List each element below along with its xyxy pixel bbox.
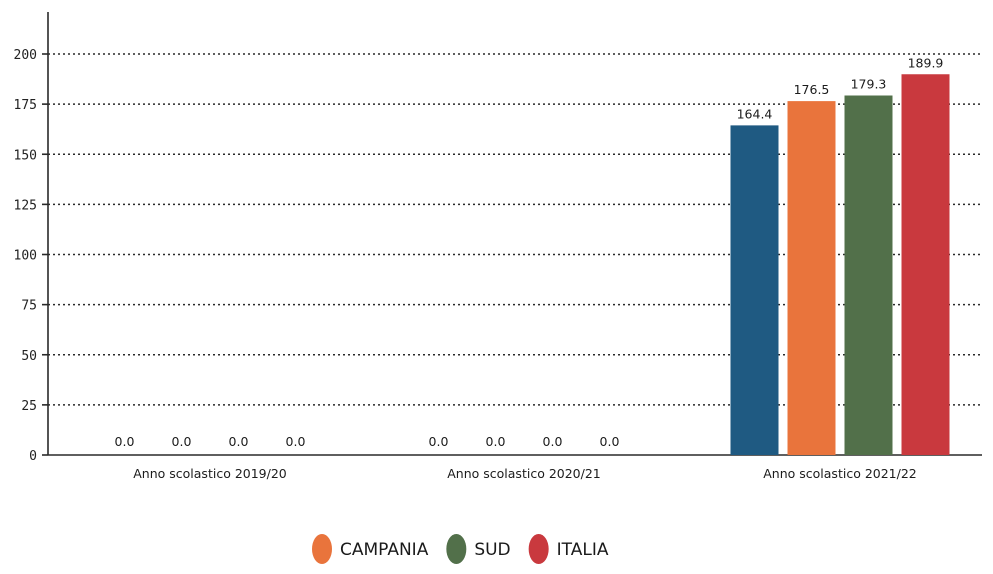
legend-label: ITALIA [557,540,609,560]
bar [844,95,893,455]
data-label: 0.0 [172,434,192,449]
legend-label: SUD [474,540,510,560]
data-label: 0.0 [429,434,449,449]
legend-swatch [312,534,332,564]
x-tick-label: Anno scolastico 2021/22 [763,466,917,481]
bar [901,74,950,456]
data-label: 0.0 [600,434,620,449]
gridlines [48,53,982,406]
data-label: 0.0 [115,434,135,449]
data-label: 0.0 [543,434,563,449]
y-tick-label: 125 [14,198,37,213]
y-tick-label: 0 [29,449,37,464]
y-tick-label: 200 [14,48,37,63]
legend-label: CAMPANIA [340,540,429,560]
x-tick-label: Anno scolastico 2019/20 [133,466,287,481]
y-tick-label: 150 [14,148,37,163]
bars [730,74,950,456]
y-tick-label: 175 [14,98,37,113]
data-label: 164.4 [737,106,773,121]
data-label: 179.3 [851,77,887,92]
y-tick-label: 100 [14,249,37,264]
bar [730,125,779,456]
data-labels: 0.0 0.0 0.0 0.0 0.0 0.0 0.0 0.0 164.4 176.5 179.3 1… [115,55,944,449]
legend: CAMPANIA SUD ITALIA [312,534,609,564]
data-label: 189.9 [908,55,944,70]
legend-swatch [528,534,549,564]
axes: 0 25 50 75 100 125 150 175 200 Anno scolastico 20… [14,12,982,481]
data-label: 0.0 [486,434,506,449]
x-tick-label: Anno scolastico 2020/21 [447,466,601,481]
data-label: 0.0 [286,434,306,449]
bar [787,101,836,456]
y-tick-label: 50 [21,349,37,364]
legend-swatch [446,534,467,564]
data-label: 176.5 [794,82,830,97]
y-tick-label: 25 [21,399,37,414]
data-label: 0.0 [229,434,249,449]
y-tick-label: 75 [21,299,37,314]
